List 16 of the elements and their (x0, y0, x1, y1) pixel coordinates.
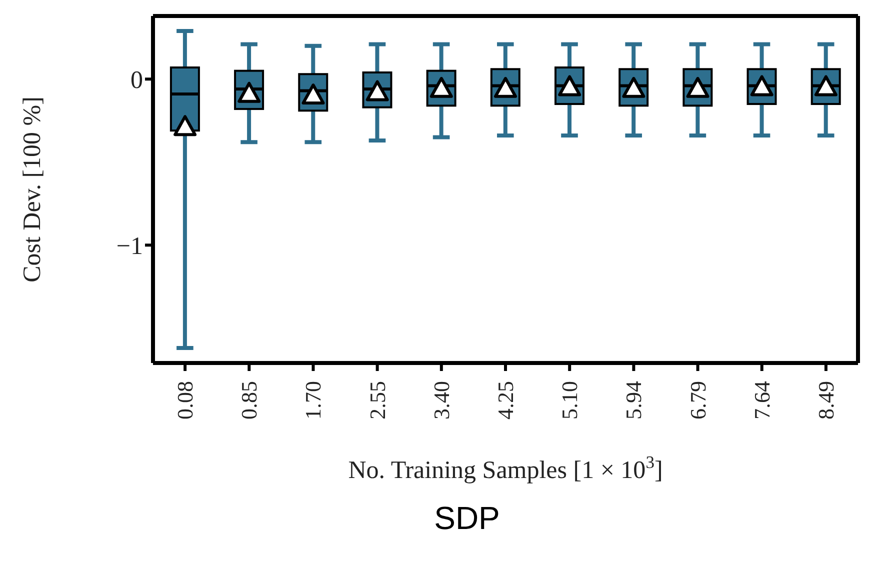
x-tick-label: 4.25 (493, 381, 518, 420)
x-tick-label: 6.79 (685, 381, 710, 420)
x-tick-label: 5.94 (621, 381, 646, 420)
x-tick-label: 1.70 (300, 381, 326, 420)
x-tick-label: 7.64 (749, 381, 774, 420)
y-tick-label: −1 (116, 232, 143, 260)
x-axis-title: No. Training Samples [1 × 10$^{3}$] (348, 452, 663, 484)
x-tick-label: 0.85 (236, 381, 262, 420)
y-tick-label: 0 (130, 66, 143, 94)
x-tick-label: 3.40 (428, 381, 454, 420)
x-tick-label: 5.10 (557, 381, 582, 420)
text: SDP (433, 500, 501, 537)
x-tick-label: 0.08 (172, 381, 198, 420)
y-axis-title: Cost Dev. [100 %] (19, 96, 46, 282)
x-tick-label: 8.49 (813, 381, 838, 420)
x-tick-label: 2.55 (364, 381, 390, 420)
